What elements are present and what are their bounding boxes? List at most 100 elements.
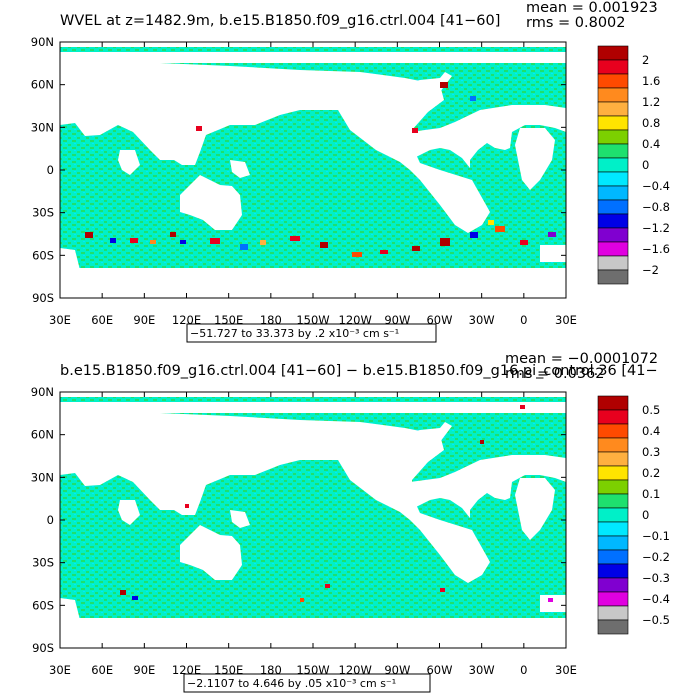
colorbar-swatch bbox=[597, 269, 629, 285]
y-tick-label: 60S bbox=[32, 598, 54, 612]
anomaly-specks bbox=[85, 82, 556, 257]
y-tick-label: 60N bbox=[31, 428, 54, 442]
colorbar-label: 0.5 bbox=[642, 403, 660, 417]
colorbar-label: −0.4 bbox=[642, 179, 670, 193]
colorbar-swatch bbox=[597, 395, 629, 411]
stat-mean: mean = 0.001923 bbox=[526, 0, 658, 16]
colorbar-swatch bbox=[597, 521, 629, 537]
colorbar-label: 0.2 bbox=[642, 466, 660, 480]
stat-mean: mean = −0.0001072 bbox=[505, 351, 658, 367]
panel-top: WVEL at z=1482.9m, b.e15.B1850.f09_g16.c… bbox=[31, 0, 670, 343]
panel-title: WVEL at z=1482.9m, b.e15.B1850.f09_g16.c… bbox=[60, 13, 500, 29]
colorbar-swatch bbox=[597, 591, 629, 607]
x-tick-label: 90E bbox=[133, 663, 155, 677]
colorbar-swatch bbox=[597, 409, 629, 425]
colorbar-swatch bbox=[597, 535, 629, 551]
colorbar-swatch bbox=[597, 605, 629, 621]
x-tick-label: 0 bbox=[520, 313, 527, 327]
colorbar-label: 0.4 bbox=[642, 424, 660, 438]
colorbar-swatch bbox=[597, 199, 629, 215]
x-tick-label: 60E bbox=[91, 313, 113, 327]
colorbar-swatch bbox=[597, 563, 629, 579]
colorbar-label: 0 bbox=[642, 158, 649, 172]
colorbar-swatch bbox=[597, 577, 629, 593]
y-tick-label: 60N bbox=[31, 78, 54, 92]
colorbar-swatch bbox=[597, 437, 629, 453]
colorbar-label: −0.5 bbox=[642, 613, 670, 627]
colorbar-label: −0.4 bbox=[642, 592, 670, 606]
colorbar-label: 2 bbox=[642, 53, 649, 67]
y-tick-label: 30N bbox=[31, 470, 54, 484]
colorbar-label: −0.8 bbox=[642, 200, 670, 214]
stat-rms: rms = 0.0362 bbox=[505, 366, 605, 382]
colorbar-label: 1.6 bbox=[642, 74, 660, 88]
axes: 30E 60E 90E 120E 150E 180 150W 120W 90W 60W 30W 0 30… bbox=[31, 35, 577, 327]
y-tick-label: 90N bbox=[31, 385, 54, 399]
colorbar-label: 0.4 bbox=[642, 137, 660, 151]
colorbar-swatch bbox=[597, 157, 629, 173]
colorbar-swatch bbox=[597, 87, 629, 103]
colorbar-swatch bbox=[597, 465, 629, 481]
colorbar-swatch bbox=[597, 507, 629, 523]
x-tick-label: 90E bbox=[133, 313, 155, 327]
x-tick-label: 30W bbox=[469, 663, 495, 677]
colorbar-label: 0.8 bbox=[642, 116, 660, 130]
colorbar-swatch bbox=[597, 213, 629, 229]
x-tick-label: 30E bbox=[555, 313, 577, 327]
colorbar-swatch bbox=[597, 73, 629, 89]
y-tick-label: 60S bbox=[32, 248, 54, 262]
colorbar-label: −0.1 bbox=[642, 529, 670, 543]
y-tick-label: 30S bbox=[32, 556, 54, 570]
panel-title: b.e15.B1850.f09_g16.ctrl.004 [41−60] − b… bbox=[60, 363, 658, 379]
colorbar-swatch bbox=[597, 479, 629, 495]
colorbar-swatch bbox=[597, 549, 629, 565]
colorbar-swatch bbox=[597, 59, 629, 75]
colorbar-swatch bbox=[597, 227, 629, 243]
x-tick-label: 30E bbox=[555, 663, 577, 677]
y-tick-label: 30N bbox=[31, 120, 54, 134]
colorbar-swatch bbox=[597, 255, 629, 271]
colorbar-label: 1.2 bbox=[642, 95, 660, 109]
colorbar-swatch bbox=[597, 101, 629, 117]
colorbar-label: 0 bbox=[642, 508, 649, 522]
map-plot bbox=[60, 42, 566, 298]
colorbar-swatch bbox=[597, 451, 629, 467]
stat-rms: rms = 0.8002 bbox=[526, 15, 626, 31]
range-box bbox=[183, 673, 431, 693]
range-label: −2.1107 to 4.646 by .05 x10⁻³ cm s⁻¹ bbox=[187, 677, 396, 690]
colorbar-swatch bbox=[597, 45, 629, 61]
x-tick-label: 30W bbox=[469, 313, 495, 327]
colorbar: 2 1.6 1.2 0.8 0.4 0 −0.4 −0.8 −1.2 −1.6 −2 bbox=[597, 45, 670, 285]
colorbar-swatch bbox=[597, 619, 629, 635]
colorbar-swatch bbox=[597, 171, 629, 187]
x-tick-label: 0 bbox=[520, 663, 527, 677]
colorbar-label: −1.6 bbox=[642, 242, 670, 256]
range-box bbox=[186, 323, 437, 343]
colorbar-swatch bbox=[597, 129, 629, 145]
colorbar-label: −0.3 bbox=[642, 571, 670, 585]
x-tick-label: 60W bbox=[426, 663, 452, 677]
x-tick-label: 60E bbox=[91, 663, 113, 677]
x-tick-label: 30E bbox=[49, 313, 71, 327]
y-tick-label: 90S bbox=[32, 641, 54, 655]
colorbar-label: 0.1 bbox=[642, 487, 660, 501]
panel-bottom: b.e15.B1850.f09_g16.ctrl.004 [41−60] − b… bbox=[31, 351, 670, 693]
colorbar-label: −1.2 bbox=[642, 221, 670, 235]
colorbar-swatch bbox=[597, 185, 629, 201]
colorbar-swatch bbox=[597, 423, 629, 439]
x-tick-label: 30E bbox=[49, 663, 71, 677]
map-plot bbox=[60, 392, 566, 648]
y-tick-label: 90S bbox=[32, 291, 54, 305]
colorbar-label: −0.2 bbox=[642, 550, 670, 564]
y-tick-label: 0 bbox=[47, 513, 54, 527]
range-label: −51.727 to 33.373 by .2 x10⁻³ cm s⁻¹ bbox=[190, 327, 399, 340]
colorbar-label: −2 bbox=[642, 263, 659, 277]
colorbar-label: 0.3 bbox=[642, 445, 660, 459]
colorbar: 0.5 0.4 0.3 0.2 0.1 0 −0.1 −0.2 −0.3 −0.4 −0.5 bbox=[597, 395, 670, 635]
y-tick-label: 0 bbox=[47, 163, 54, 177]
colorbar-swatch bbox=[597, 493, 629, 509]
colorbar-swatch bbox=[597, 241, 629, 257]
anomaly-specks bbox=[120, 405, 553, 602]
colorbar-swatch bbox=[597, 115, 629, 131]
